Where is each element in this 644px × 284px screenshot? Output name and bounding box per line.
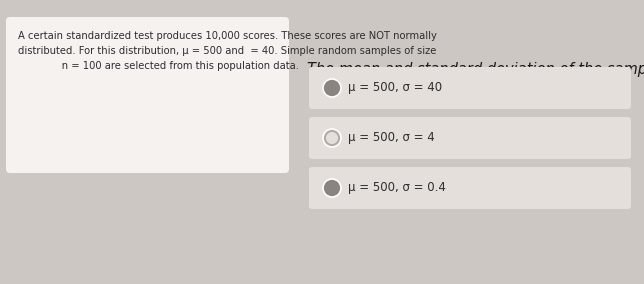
Circle shape	[326, 132, 338, 144]
Text: distribution of x-bar are:: distribution of x-bar are:	[401, 77, 579, 92]
Text: The mean and standard deviation of the sampling: The mean and standard deviation of the s…	[307, 62, 644, 77]
FancyBboxPatch shape	[309, 167, 631, 209]
Text: μ = 500, σ = 4: μ = 500, σ = 4	[348, 131, 435, 145]
Text: μ = 500, σ = 40: μ = 500, σ = 40	[348, 82, 442, 95]
Text: μ = 500, σ = 0.4: μ = 500, σ = 0.4	[348, 181, 446, 195]
Circle shape	[323, 179, 341, 197]
Text: A certain standardized test produces 10,000 scores. These scores are NOT normall: A certain standardized test produces 10,…	[18, 31, 437, 41]
FancyBboxPatch shape	[309, 117, 631, 159]
Circle shape	[323, 79, 341, 97]
FancyBboxPatch shape	[6, 17, 289, 173]
FancyBboxPatch shape	[309, 67, 631, 109]
Text: distributed. For this distribution, μ = 500 and  = 40. Simple random samples of : distributed. For this distribution, μ = …	[18, 46, 437, 56]
Circle shape	[323, 129, 341, 147]
Text: n = 100 are selected from this population data.: n = 100 are selected from this populatio…	[18, 61, 299, 71]
